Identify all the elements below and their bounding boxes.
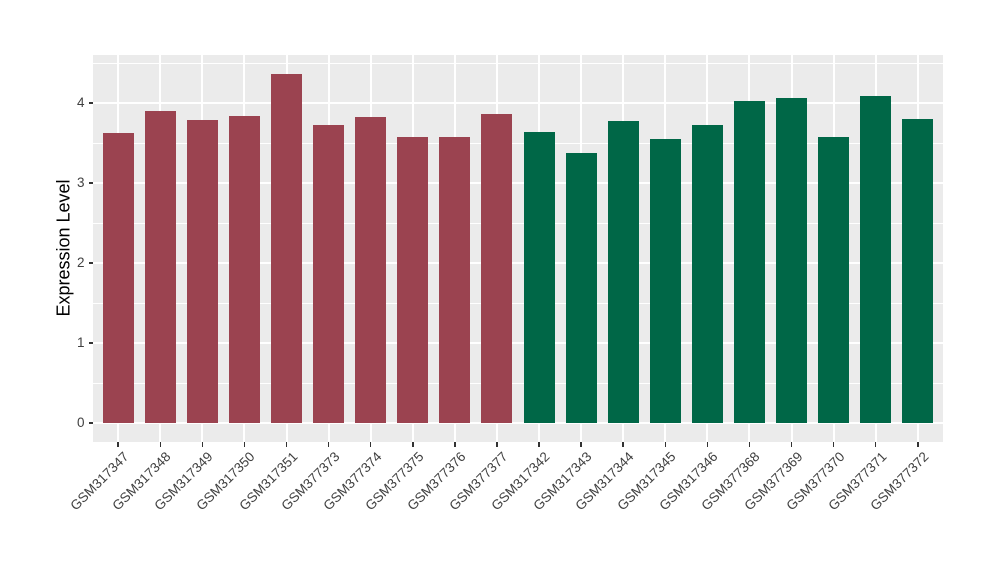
bar-GSM317346 bbox=[691, 125, 723, 423]
x-tick-mark bbox=[832, 442, 835, 447]
gridline-major-horizontal bbox=[93, 182, 943, 184]
gridline-major-horizontal bbox=[93, 102, 943, 104]
y-tick-mark bbox=[88, 102, 93, 104]
y-tick-label: 3 bbox=[76, 175, 85, 190]
bar-GSM377371 bbox=[860, 95, 892, 423]
gridline-major-horizontal bbox=[93, 422, 943, 424]
gridline-major-horizontal bbox=[93, 342, 943, 344]
bar-GSM317348 bbox=[144, 111, 176, 423]
y-tick-mark bbox=[88, 422, 93, 424]
y-axis-title: Expression Level bbox=[53, 179, 74, 317]
x-tick-mark bbox=[454, 442, 456, 447]
bar-GSM317345 bbox=[649, 139, 681, 423]
bar-GSM317343 bbox=[565, 153, 597, 423]
bar-GSM317351 bbox=[271, 74, 303, 423]
bar-GSM377375 bbox=[397, 137, 429, 423]
y-tick-label: 0 bbox=[76, 415, 85, 430]
x-tick-mark bbox=[874, 442, 877, 447]
gridline-minor-horizontal bbox=[93, 142, 943, 144]
x-tick-mark bbox=[201, 442, 204, 447]
x-tick-mark bbox=[748, 442, 751, 447]
y-tick-mark bbox=[88, 262, 93, 264]
y-tick-label: 4 bbox=[76, 95, 85, 110]
y-tick-label: 2 bbox=[76, 255, 85, 270]
gridline-minor-horizontal bbox=[93, 222, 943, 224]
bar-GSM317344 bbox=[607, 120, 639, 423]
x-tick-mark bbox=[622, 442, 624, 447]
bar-GSM377369 bbox=[776, 98, 807, 423]
x-tick-mark bbox=[580, 442, 582, 447]
y-tick-mark bbox=[88, 182, 93, 184]
x-tick-mark bbox=[369, 442, 372, 447]
bar-GSM377377 bbox=[481, 114, 513, 423]
x-tick-mark bbox=[327, 442, 330, 447]
x-tick-mark bbox=[664, 442, 667, 447]
x-tick-mark bbox=[159, 442, 162, 447]
gridline-minor-horizontal bbox=[93, 302, 943, 304]
x-tick-mark bbox=[917, 442, 919, 447]
x-tick-mark bbox=[496, 442, 498, 447]
bar-GSM317349 bbox=[186, 119, 218, 423]
x-tick-mark bbox=[117, 442, 119, 447]
bar-GSM377374 bbox=[355, 117, 387, 423]
bar-GSM377372 bbox=[902, 119, 934, 423]
gridline-major-horizontal bbox=[93, 262, 943, 264]
y-tick-mark bbox=[88, 342, 93, 344]
bar-GSM377368 bbox=[733, 101, 765, 423]
bar-GSM377376 bbox=[439, 137, 471, 423]
x-tick-mark bbox=[285, 442, 288, 447]
x-tick-mark bbox=[243, 442, 246, 447]
gridline-minor-horizontal bbox=[93, 382, 943, 384]
gridline-minor-horizontal bbox=[93, 62, 943, 64]
bar-GSM317342 bbox=[523, 131, 555, 423]
y-tick-label: 1 bbox=[76, 335, 85, 350]
plot-panel bbox=[93, 55, 943, 442]
x-tick-mark bbox=[790, 442, 793, 447]
bar-GSM317350 bbox=[228, 115, 260, 423]
x-tick-mark bbox=[706, 442, 709, 447]
x-tick-mark bbox=[538, 442, 540, 447]
bar-GSM377373 bbox=[313, 125, 345, 423]
x-tick-mark bbox=[412, 442, 414, 447]
bar-GSM377370 bbox=[818, 136, 850, 423]
bar-GSM317347 bbox=[102, 133, 134, 423]
